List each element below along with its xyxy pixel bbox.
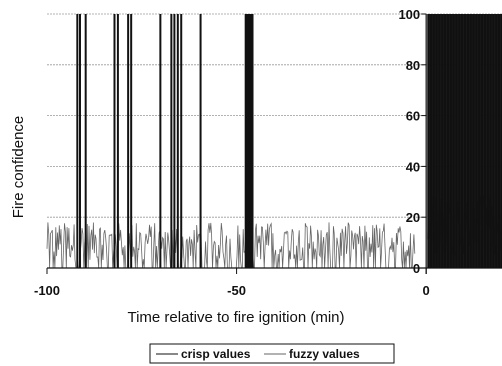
y-tick-label-80: 80: [406, 58, 420, 73]
y-tick-label-0: 0: [413, 261, 420, 276]
crisp-series: [76, 14, 502, 268]
legend-label-fuzzy: fuzzy values: [289, 347, 360, 361]
x-tick-label-0: 0: [423, 283, 430, 298]
y-axis-title: Fire confidence: [10, 116, 27, 219]
y-tick-labels: 0 20 40 60 80 100: [398, 7, 427, 276]
y-tick-label-100: 100: [398, 7, 420, 22]
x-tick-label--50: -50: [227, 283, 246, 298]
fuzzy-line-pre: [46, 222, 416, 269]
legend-label-crisp: crisp values: [181, 347, 251, 361]
x-tick-labels: -100 -50 0: [34, 268, 430, 298]
y-tick-label-40: 40: [406, 159, 420, 174]
legend: crisp values fuzzy values: [149, 343, 395, 364]
x-tick-label--100: -100: [34, 283, 60, 298]
y-tick-label-60: 60: [406, 109, 420, 124]
x-axis-title: Time relative to fire ignition (min): [127, 309, 344, 326]
y-tick-label-20: 20: [406, 210, 420, 225]
